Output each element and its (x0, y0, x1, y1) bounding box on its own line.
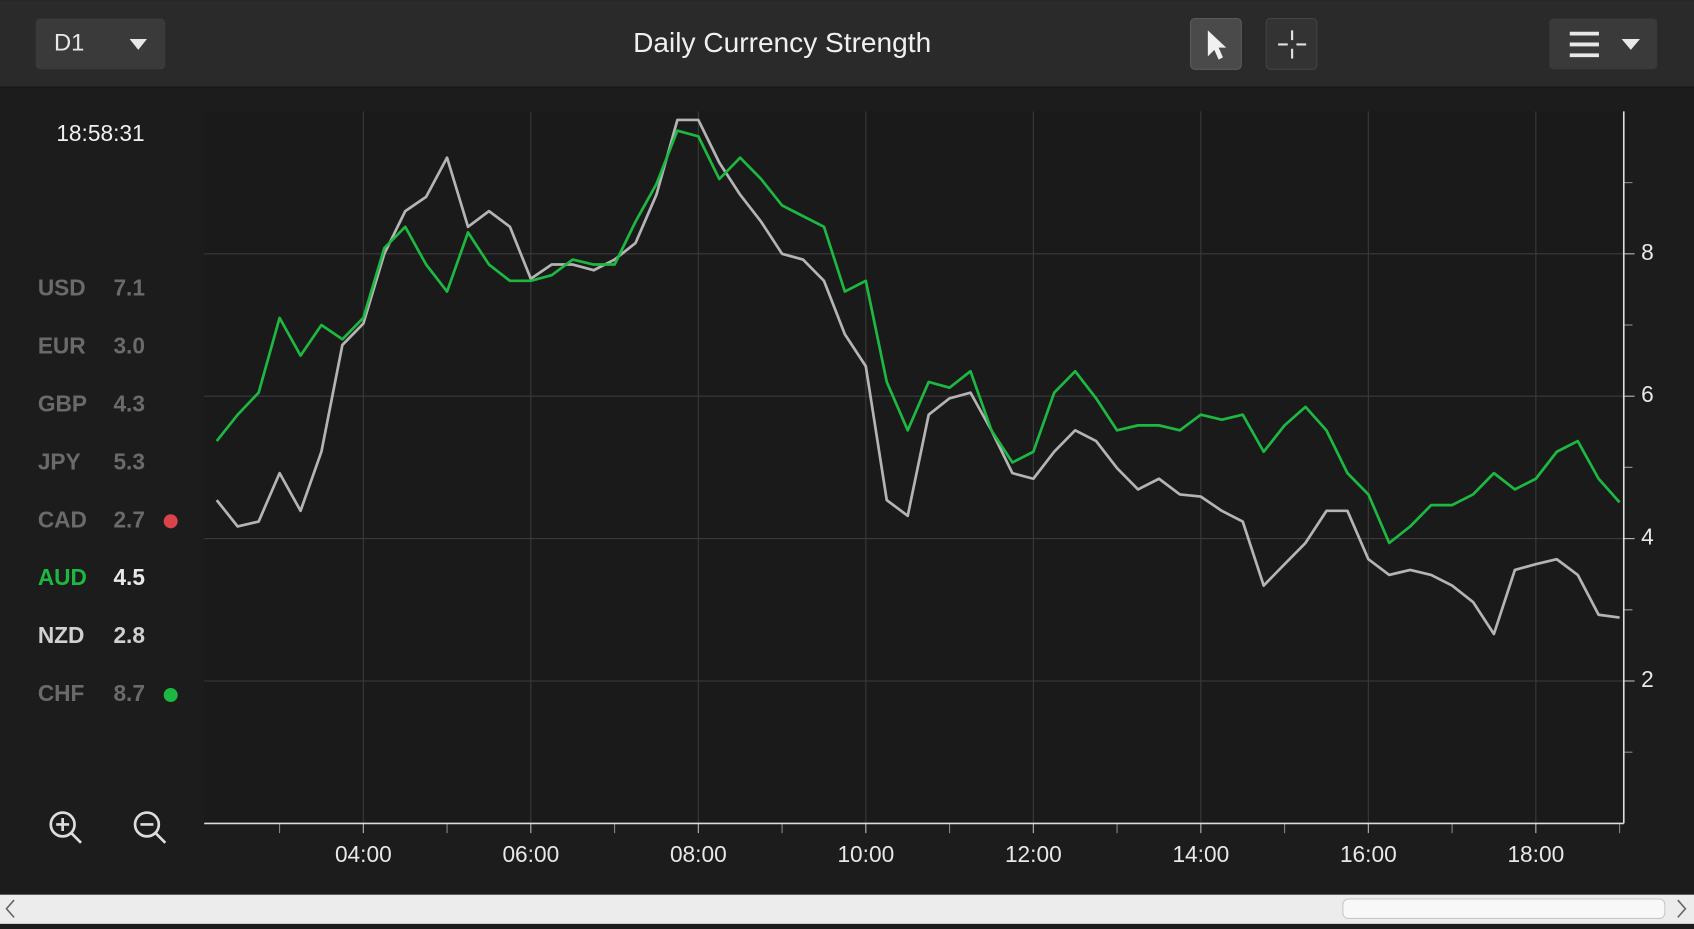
x-tick-label: 16:00 (1340, 841, 1397, 867)
series-line (215, 118, 1620, 636)
x-tick-label: 10:00 (837, 841, 894, 867)
currency-strength: 7.1 (113, 275, 145, 301)
zoom-icon[interactable] (140, 823, 167, 844)
menu-icon (1569, 31, 1599, 58)
zoom-icon[interactable] (133, 811, 161, 838)
currency-strength: 4.3 (113, 390, 145, 416)
y-tick-label: 4 (1641, 524, 1654, 550)
timeframe-dropdown[interactable]: D1 (35, 18, 166, 70)
toolbar (0, 0, 1694, 87)
x-tick-label: 18:00 (1507, 841, 1564, 867)
currency-name: GBP (38, 390, 87, 416)
chart-title: Daily Currency Strength (633, 27, 931, 58)
currency-name: JPY (38, 448, 81, 474)
currency-marker (163, 514, 178, 529)
currency-name: CHF (38, 680, 85, 706)
series-line (215, 129, 1621, 545)
zoom-out[interactable] (133, 811, 167, 844)
menu-button[interactable] (1549, 18, 1658, 70)
dropdown-arrow (1621, 39, 1640, 50)
dropdown-bg[interactable] (35, 18, 166, 70)
x-tick-label: 06:00 (502, 841, 559, 867)
zoom-icon[interactable] (49, 811, 76, 838)
x-tick-label: 12:00 (1005, 841, 1062, 867)
pointer-tool[interactable] (1190, 17, 1242, 70)
scroll-arrows[interactable] (5, 899, 1687, 918)
x-tick-label: 14:00 (1172, 841, 1229, 867)
zoom-icon[interactable] (56, 817, 82, 844)
crosshair-icon (1278, 30, 1307, 59)
scrollbar[interactable] (0, 894, 1694, 924)
plot: 04:00 06:00 08:00 10:00 12:00 14:00 16:00 18:00… (204, 111, 1654, 867)
scroll-thumb[interactable] (1342, 898, 1666, 919)
dropdown-arrow[interactable] (129, 39, 147, 50)
currency-strength: 2.8 (113, 622, 145, 648)
x-tick-label: 04:00 (335, 841, 392, 867)
currency-strength: 8.7 (113, 680, 145, 706)
crosshair-tool[interactable] (1265, 17, 1318, 70)
currency-strength: 2.7 (113, 506, 145, 532)
timeframe-label[interactable]: D1 (54, 30, 84, 57)
y-tick-label: 2 (1641, 666, 1654, 692)
plot-area (204, 111, 1624, 824)
currency-marker (163, 688, 178, 703)
clock: 18:58:31 (56, 120, 144, 146)
zoom-in[interactable] (49, 811, 82, 844)
y-tick-label: 8 (1641, 239, 1654, 265)
x-tick-label: 08:00 (670, 841, 727, 867)
currency-name: CAD (38, 506, 87, 532)
currency-name: AUD (38, 564, 87, 590)
pointer-icon (1207, 30, 1227, 60)
currency-strength: 4.5 (113, 564, 145, 590)
currency-strength: 3.0 (113, 333, 145, 359)
currency-name: EUR (38, 333, 86, 359)
y-tick-label: 6 (1641, 381, 1654, 407)
currency-name: NZD (38, 622, 85, 648)
currency-name: USD (38, 275, 86, 301)
currency-strength: 5.3 (113, 448, 145, 474)
tool-button[interactable] (1265, 17, 1318, 70)
menu-dropdown[interactable] (1549, 18, 1658, 70)
